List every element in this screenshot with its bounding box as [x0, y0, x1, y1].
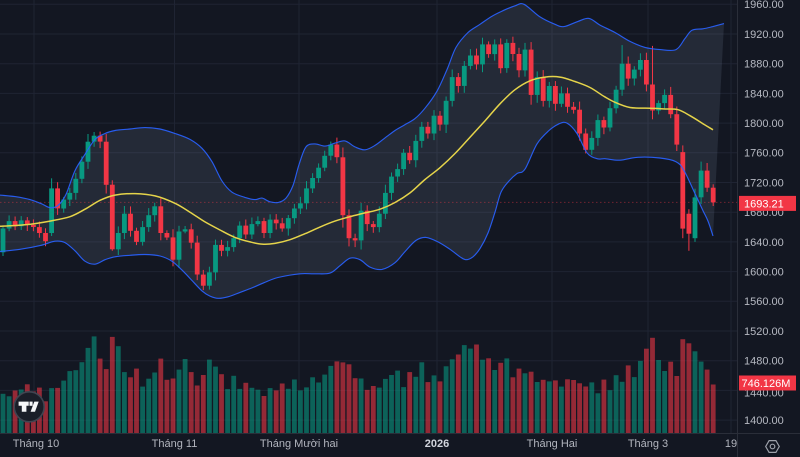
svg-text:19: 19 — [725, 438, 737, 450]
svg-text:Tháng 11: Tháng 11 — [152, 438, 198, 450]
svg-text:1760.00: 1760.00 — [744, 148, 784, 160]
svg-text:1560.00: 1560.00 — [744, 296, 784, 308]
svg-text:1600.00: 1600.00 — [744, 267, 784, 279]
svg-text:1960.00: 1960.00 — [744, 0, 784, 11]
svg-text:746.126M: 746.126M — [742, 378, 791, 390]
svg-text:1720.00: 1720.00 — [744, 177, 784, 189]
svg-text:2026: 2026 — [425, 438, 449, 450]
svg-text:1640.00: 1640.00 — [744, 237, 784, 249]
svg-text:1840.00: 1840.00 — [744, 88, 784, 100]
svg-text:1920.00: 1920.00 — [744, 29, 784, 41]
svg-text:1693.21: 1693.21 — [744, 198, 784, 210]
svg-text:1880.00: 1880.00 — [744, 59, 784, 71]
svg-text:Tháng 10: Tháng 10 — [13, 438, 59, 450]
svg-text:Tháng 3: Tháng 3 — [628, 438, 668, 450]
svg-text:1400.00: 1400.00 — [744, 415, 784, 427]
svg-text:1800.00: 1800.00 — [744, 118, 784, 130]
svg-text:1480.00: 1480.00 — [744, 356, 784, 368]
svg-text:1520.00: 1520.00 — [744, 326, 784, 338]
svg-text:Tháng Hai: Tháng Hai — [527, 438, 578, 450]
svg-text:Tháng Mười hai: Tháng Mười hai — [260, 438, 338, 450]
